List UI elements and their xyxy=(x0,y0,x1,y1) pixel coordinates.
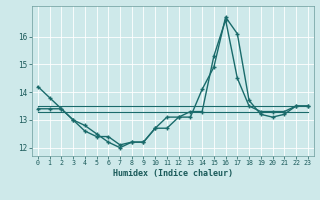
X-axis label: Humidex (Indice chaleur): Humidex (Indice chaleur) xyxy=(113,169,233,178)
